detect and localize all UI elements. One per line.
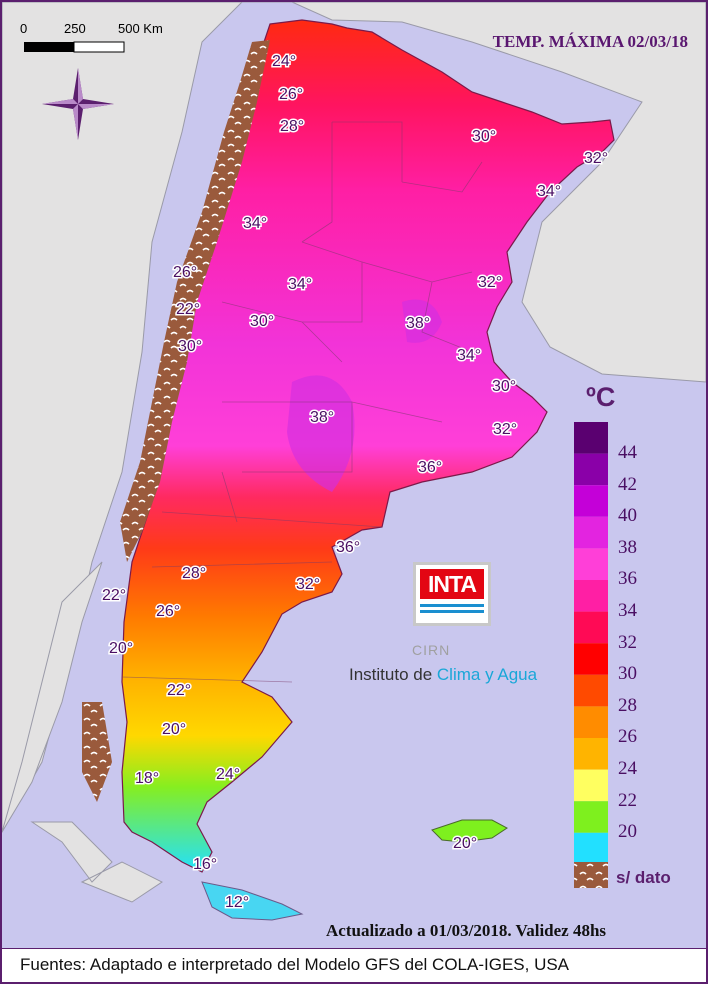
- cirn-label: CIRN: [412, 642, 451, 658]
- isotherm-label: 34°: [243, 215, 267, 232]
- legend-swatch: [574, 611, 608, 644]
- institute-name: Instituto de Clima y Agua: [349, 665, 537, 685]
- isotherm-label: 22°: [167, 682, 191, 699]
- legend-label: 26: [618, 726, 637, 748]
- legend-label: 44: [618, 442, 637, 463]
- institute-highlight: Clima y Agua: [436, 665, 538, 684]
- legend-color-scale: [574, 422, 608, 865]
- legend-label: 22: [618, 789, 637, 811]
- isotherm-label: 20°: [453, 835, 477, 852]
- inta-logo: INTA: [413, 562, 491, 626]
- legend-label: 24: [618, 758, 637, 779]
- isotherm-label: 26°: [279, 86, 303, 103]
- legend-swatch: [574, 516, 608, 549]
- isotherm-label: 32°: [478, 274, 502, 291]
- legend-swatch: [574, 453, 608, 486]
- legend-label: 40: [618, 505, 637, 527]
- legend-no-data-label: s/ dato: [616, 868, 671, 887]
- isotherm-label: 30°: [472, 128, 496, 145]
- tierra-del-fuego: [201, 881, 304, 921]
- legend-swatch: [574, 674, 608, 707]
- updated-note: Actualizado a 01/03/2018. Validez 48hs: [326, 921, 607, 940]
- isotherm-label: 26°: [156, 603, 180, 620]
- isotherm-label: 30°: [178, 338, 202, 355]
- isotherm-label: 20°: [109, 640, 133, 657]
- isotherm-label: 34°: [457, 347, 481, 364]
- scale-label: 0: [20, 21, 28, 36]
- legend-swatch: [574, 643, 608, 675]
- isotherm-label: 38°: [310, 409, 334, 426]
- legend-swatch: [574, 706, 608, 738]
- no-data-south: [82, 702, 112, 802]
- isotherm-label: 18°: [135, 770, 159, 787]
- compass-rose-icon: [42, 68, 114, 140]
- province-borders: [121, 121, 483, 683]
- chile-coast: [2, 561, 163, 903]
- scale-label: 500 Km: [118, 21, 163, 36]
- legend-label: 38: [618, 536, 637, 558]
- isotherm-labels: 24° 26° 28° 30° 32° 34° 34° 26° 22° 30° …: [101, 52, 610, 913]
- isotherm-label: 32°: [584, 150, 608, 167]
- isotherm-label: 12°: [225, 894, 249, 911]
- legend-swatch: [574, 832, 608, 865]
- isotherm-label: 24°: [216, 766, 240, 783]
- argentina-landmass: [121, 19, 615, 873]
- legend-label: 32: [618, 631, 637, 653]
- isotherm-label: 32°: [493, 421, 517, 438]
- legend-unit: ºC: [586, 382, 616, 412]
- legend-no-data-swatch: [574, 862, 608, 888]
- institute-prefix: Instituto de: [349, 665, 433, 684]
- map-title: TEMP. MÁXIMA 02/03/18: [492, 32, 688, 51]
- legend-swatch: [574, 738, 608, 770]
- isotherm-label: 24°: [272, 53, 296, 70]
- isotherm-label: 20°: [162, 721, 186, 738]
- legend-swatch: [574, 422, 608, 454]
- isotherm-label: 38°: [406, 315, 430, 332]
- scale-bar: [24, 41, 125, 53]
- isotherm-label: 36°: [336, 539, 360, 556]
- isotherm-label: 36°: [418, 459, 442, 476]
- malvinas-islands: [431, 819, 508, 843]
- isotherm-label: 32°: [296, 576, 320, 593]
- legend-swatch: [574, 769, 608, 802]
- legend-label: 36: [618, 568, 637, 590]
- legend-swatch: [574, 548, 608, 580]
- legend-swatch: [574, 580, 608, 612]
- isotherm-label: 26°: [173, 264, 197, 281]
- legend-label: 42: [618, 473, 637, 495]
- isotherm-label: 22°: [102, 587, 126, 604]
- isotherm-label: 16°: [193, 856, 217, 873]
- no-data-andes: [120, 40, 270, 562]
- isotherm-label: 28°: [280, 118, 304, 135]
- legend-label: 28: [618, 694, 637, 716]
- isotherm-label: 28°: [182, 565, 206, 582]
- isotherm-label: 34°: [537, 183, 561, 200]
- isotherm-label: 22°: [176, 301, 200, 318]
- legend-label: 20: [618, 821, 637, 843]
- hot-core: [287, 299, 442, 492]
- inta-logo-text: INTA: [420, 569, 484, 599]
- footer: Fuentes: Adaptado e interpretado del Mod…: [2, 948, 706, 982]
- legend-swatch: [574, 485, 608, 517]
- footer-source: Fuentes: Adaptado e interpretado del Mod…: [20, 955, 570, 974]
- legend-swatch: [574, 801, 608, 833]
- legend-label: 30: [618, 663, 637, 685]
- neighbor-landmass: [2, 2, 706, 834]
- isotherm-label: 30°: [250, 313, 274, 330]
- legend-label: 34: [618, 600, 637, 621]
- scale-label: 250: [64, 21, 86, 36]
- isotherm-label: 30°: [492, 378, 516, 395]
- isotherm-label: 34°: [288, 276, 312, 293]
